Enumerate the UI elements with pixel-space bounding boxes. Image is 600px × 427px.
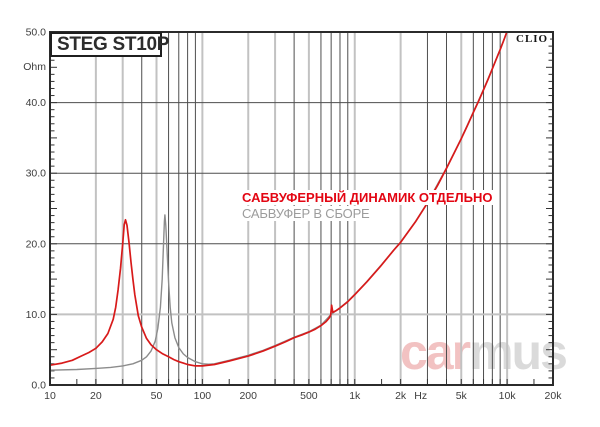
page-title: STEG ST10P bbox=[57, 33, 170, 55]
curve-layer bbox=[50, 32, 508, 371]
legend: САБВУФЕРНЫЙ ДИНАМИК ОТДЕЛЬНО САБВУФЕР В … bbox=[239, 190, 496, 221]
title-box: STEG ST10P bbox=[50, 32, 169, 57]
x-axis-tick-label: 200 bbox=[239, 390, 257, 402]
curve-driver-alone bbox=[50, 32, 508, 367]
tick-layer bbox=[51, 38, 552, 384]
x-axis-unit-label: Hz bbox=[414, 390, 427, 402]
plot-border bbox=[49, 31, 554, 386]
axis-label-layer: 0.0 10.0 20.0 30.0 40.0 50.0 Ohm 10 20 50 100 200 50… bbox=[23, 27, 562, 403]
frame-layer bbox=[49, 31, 554, 386]
y-axis-tick-label: 20.0 bbox=[26, 238, 47, 250]
x-axis-tick-label: 5k bbox=[456, 390, 468, 402]
x-axis-tick-label: 20 bbox=[90, 390, 102, 402]
x-axis-tick-label: 20k bbox=[545, 390, 563, 402]
clio-logo: CLIO bbox=[514, 33, 551, 45]
x-axis-tick-label: 100 bbox=[194, 390, 212, 402]
x-axis-tick-label: 50 bbox=[151, 390, 163, 402]
y-axis-tick-label: 10.0 bbox=[26, 309, 47, 321]
y-axis-unit-label: Ohm bbox=[23, 61, 46, 73]
y-axis-tick-label: 50.0 bbox=[26, 27, 47, 39]
x-axis-tick-label: 2k bbox=[395, 390, 407, 402]
legend-series1-label: САБВУФЕРНЫЙ ДИНАМИК ОТДЕЛЬНО bbox=[239, 190, 496, 205]
y-axis-tick-label: 40.0 bbox=[26, 97, 47, 109]
watermark-part1: car bbox=[400, 324, 471, 380]
x-axis-tick-label: 500 bbox=[300, 390, 318, 402]
x-axis-tick-label: 10 bbox=[44, 390, 56, 402]
y-axis-tick-label: 30.0 bbox=[26, 168, 47, 180]
x-axis-tick-label: 1k bbox=[349, 390, 361, 402]
y-axis-tick-label: 0.0 bbox=[31, 380, 46, 392]
legend-series2-label: САБВУФЕР В СБОРЕ bbox=[239, 206, 373, 221]
x-axis-tick-label: 10k bbox=[499, 390, 517, 402]
